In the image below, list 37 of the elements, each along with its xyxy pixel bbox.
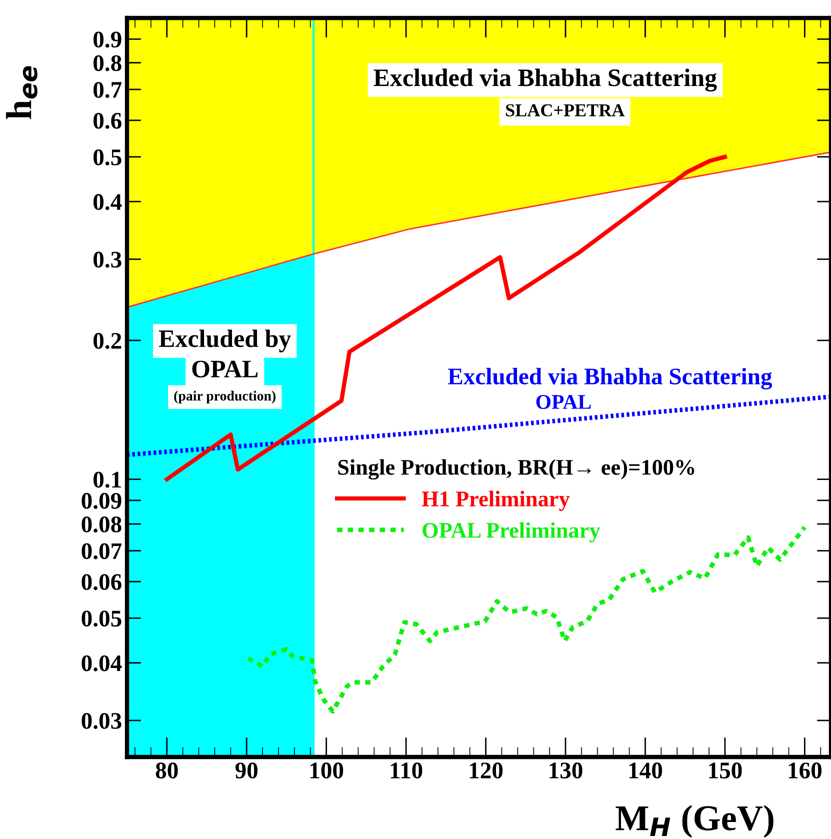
- y-tick-label: 0.09: [82, 492, 122, 509]
- y-axis-title: h$_{ee}$: [6, 66, 38, 119]
- annotation: Excluded via Bhabha Scattering: [374, 68, 717, 92]
- y-tick-label: 0.07: [82, 543, 122, 560]
- y-tick-label: 0.6: [94, 112, 122, 129]
- annotation: OPAL: [192, 360, 258, 378]
- x-tick-label: 120: [470, 762, 503, 778]
- y-tick-label: 0.06: [82, 574, 122, 590]
- y-tick-label: 0.3: [94, 252, 122, 268]
- y-tick-label: 0.1: [94, 472, 121, 488]
- legend-label: H1 Preliminary: [422, 490, 570, 512]
- y-tick-label: 0.7: [94, 82, 122, 98]
- series-label: Excluded via Bhabha Scattering OPAL: [448, 368, 772, 409]
- annotation: Excluded by: [158, 330, 291, 352]
- x-axis-title: M$_{H}$ (GeV): [616, 805, 774, 838]
- y-tick-label: 0.9: [94, 32, 122, 48]
- annotation: SLAC+PETRA: [506, 104, 625, 116]
- x-tick-label: 150: [709, 762, 742, 778]
- y-tick-label: 0.4: [94, 194, 122, 210]
- x-tick-label: 140: [629, 762, 662, 778]
- y-tick-label: 0.5: [94, 149, 122, 166]
- y-tick-label: 0.05: [82, 610, 122, 627]
- y-tick-label: 0.8: [94, 55, 122, 72]
- legend-label: OPAL Preliminary: [422, 522, 600, 542]
- y-tick-label: 0.08: [82, 516, 122, 533]
- y-tick-label: 0.04: [82, 655, 122, 672]
- x-tick-label: 80: [156, 762, 178, 778]
- legend-title: Single Production, BR(H→ ee)=100%: [338, 459, 694, 480]
- line-series: [127, 151, 831, 308]
- x-tick-label: 110: [390, 762, 422, 778]
- y-tick-label: 0.2: [94, 332, 122, 349]
- x-tick-label: 160: [788, 762, 822, 778]
- x-tick-label: 130: [550, 762, 582, 778]
- x-tick-label: 90: [235, 762, 258, 778]
- annotation: (pair production): [174, 390, 276, 404]
- y-tick-label: 0.03: [82, 712, 122, 730]
- x-tick-label: 100: [310, 762, 344, 778]
